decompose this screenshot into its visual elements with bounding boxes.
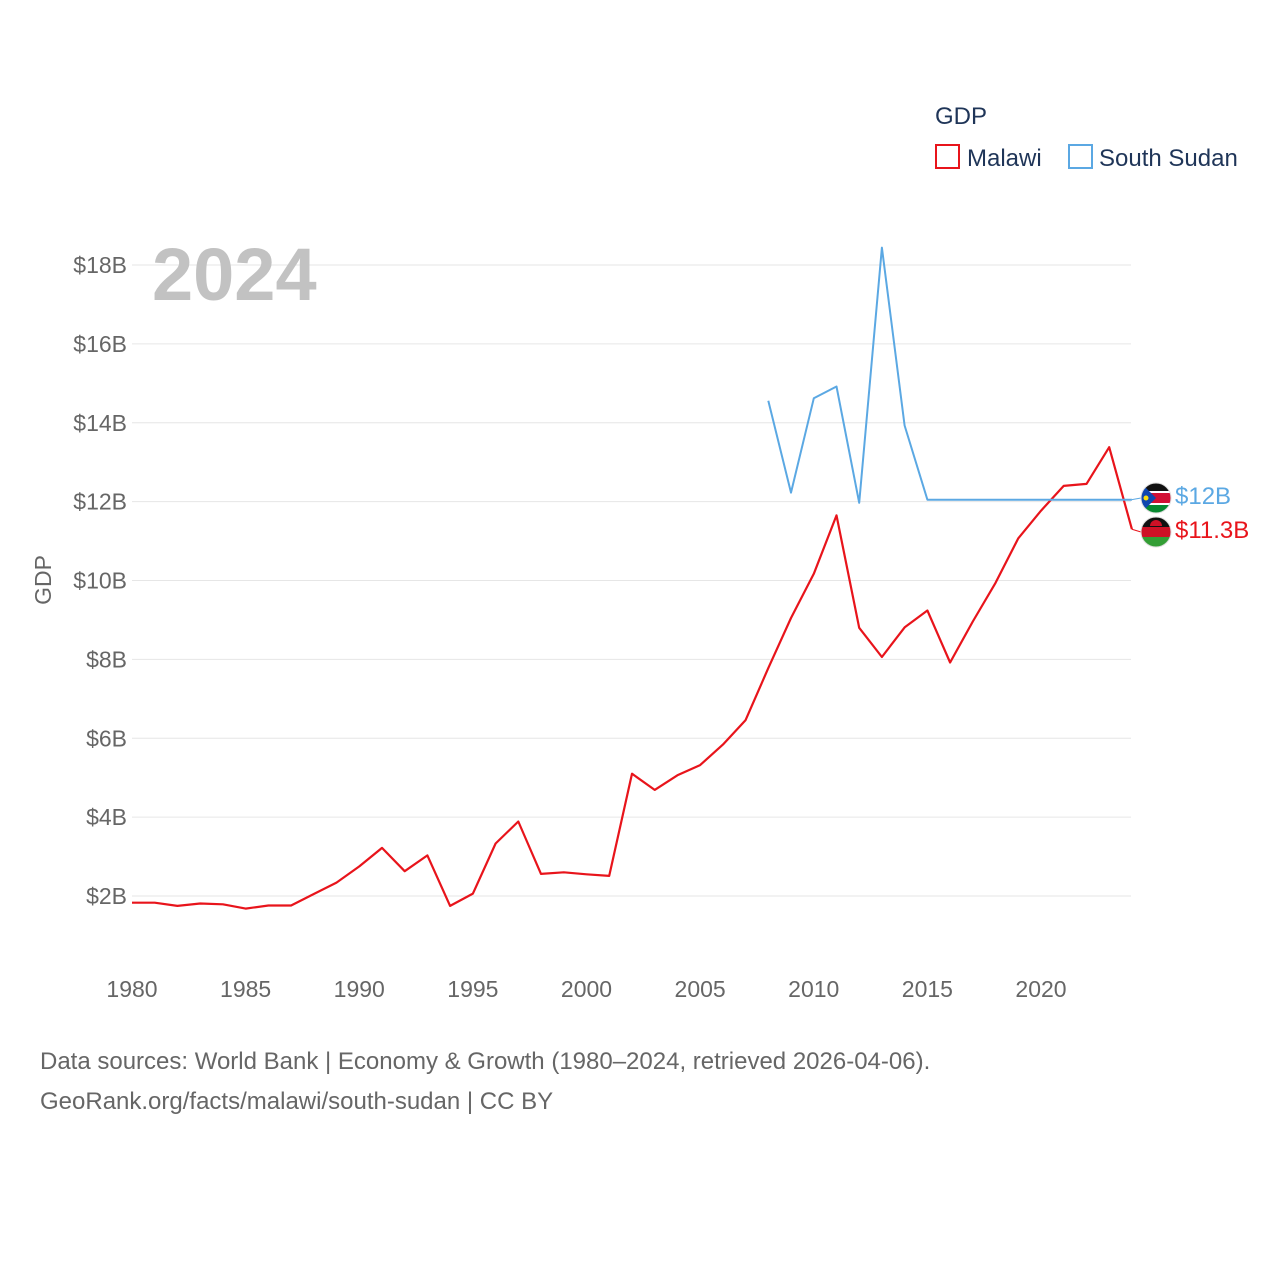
series-line-south-sudan[interactable]: [767, 246, 1132, 504]
y-axis-label: GDP: [30, 555, 56, 605]
y-tick-label: $18B: [73, 252, 127, 278]
end-connector-south-sudan: [1131, 497, 1142, 501]
series-layer: [132, 246, 1142, 910]
source-line: Data sources: World Bank | Economy & Gro…: [40, 1048, 931, 1075]
x-tick-label: 2020: [1015, 976, 1066, 1002]
y-tick-label: $6B: [86, 725, 127, 751]
x-axis-ticks: 1980 1985 1990 1995 2000 2005 2010 2015 2020: [106, 976, 1066, 1002]
legend-label-south-sudan: South Sudan: [1099, 145, 1238, 172]
end-label-malawi: $11.3B: [1175, 517, 1249, 544]
end-label-south-sudan: $12B: [1175, 483, 1231, 510]
x-tick-label: 2010: [788, 976, 839, 1002]
x-tick-label: 2005: [675, 976, 726, 1002]
y-tick-label: $12B: [73, 489, 127, 515]
x-tick-label: 1995: [447, 976, 498, 1002]
y-tick-label: $14B: [73, 410, 127, 436]
x-tick-label: 1990: [334, 976, 385, 1002]
x-tick-label: 2015: [902, 976, 953, 1002]
legend-item-south-sudan[interactable]: South Sudan: [1068, 144, 1238, 172]
y-tick-label: $16B: [73, 331, 127, 357]
legend-item-malawi[interactable]: Malawi: [935, 144, 1042, 172]
y-tick-label: $2B: [86, 883, 127, 909]
x-tick-label: 1985: [220, 976, 271, 1002]
y-axis-ticks: $2B $4B $6B $8B $10B $12B $14B $16B $18B: [73, 252, 127, 909]
y-tick-label: $8B: [86, 646, 127, 672]
legend-label-malawi: Malawi: [967, 145, 1042, 172]
legend-swatch-malawi: [935, 144, 960, 169]
south-sudan-flag-icon: [1141, 483, 1171, 513]
x-tick-label: 1980: [106, 976, 157, 1002]
gdp-line-chart: 2024 $2B $4B $6B $8B $10B $12B $14B $16B $18B 19…: [30, 103, 1249, 1002]
y-tick-label: $4B: [86, 804, 127, 830]
year-label: 2024: [152, 233, 317, 316]
source-footer: Data sources: World Bank | Economy & Gro…: [40, 1042, 930, 1122]
legend-title: GDP: [935, 103, 987, 130]
legend: GDP Malawi South Sudan: [935, 103, 1238, 172]
series-line-malawi[interactable]: [132, 446, 1133, 910]
legend-swatch-south-sudan: [1068, 144, 1093, 169]
attribution-line[interactable]: GeoRank.org/facts/malawi/south-sudan | C…: [40, 1088, 554, 1115]
y-tick-label: $10B: [73, 568, 127, 594]
end-connector-malawi: [1131, 528, 1142, 533]
x-tick-label: 2000: [561, 976, 612, 1002]
malawi-flag-icon: [1141, 517, 1171, 547]
grid-layer: [132, 264, 1131, 897]
